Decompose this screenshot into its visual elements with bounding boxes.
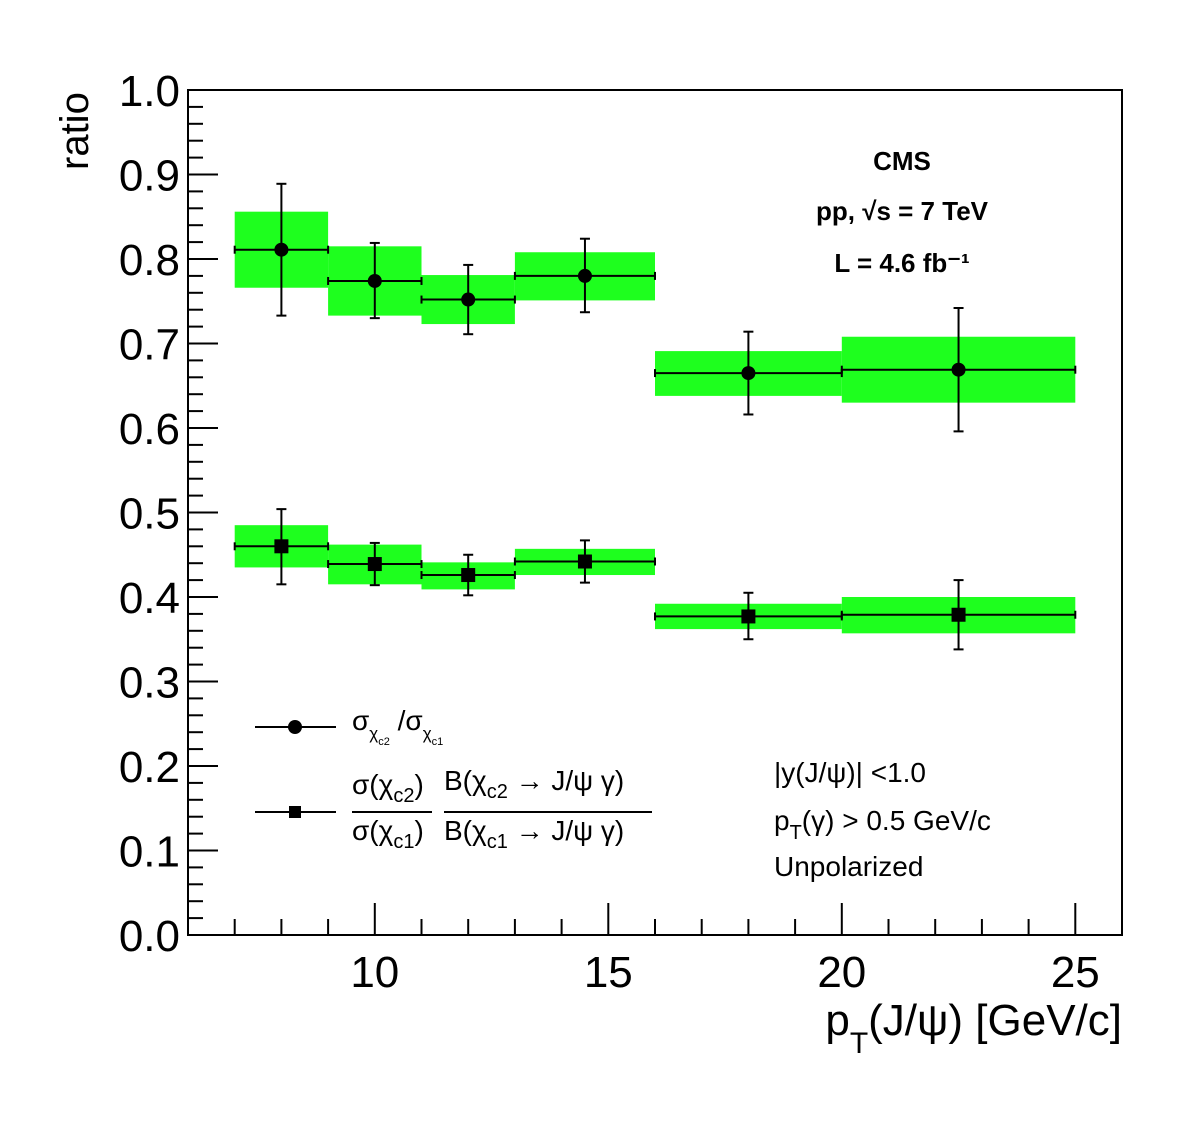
y-axis-title: ratio [53, 92, 97, 170]
legend-square-marker [289, 806, 301, 818]
marker-square [741, 609, 756, 624]
y-tick-label-10: 1.0 [119, 67, 180, 116]
legend-entry-circle: σχc2 /σχc1 [255, 705, 443, 748]
experiment-label: CMS [873, 146, 931, 176]
point-circle-2 [420, 263, 516, 336]
y-tick-label-9: 0.9 [119, 152, 180, 201]
y-tick-label-8: 0.8 [119, 236, 180, 285]
point-square-5 [840, 579, 1077, 651]
energy-label: pp, √s = 7 TeV [816, 196, 989, 226]
marker-circle [951, 362, 966, 377]
marker-circle [461, 292, 476, 307]
legend-circle-marker [288, 720, 302, 734]
y-tick-label-1: 0.1 [119, 828, 180, 877]
legend-label-br-numerator-right: B(χc2 → J/ψ γ) [444, 765, 624, 803]
marker-square [577, 554, 592, 569]
lumi-label: L = 4.6 fb⁻¹ [834, 248, 969, 278]
data-points [233, 182, 1077, 651]
marker-circle [367, 273, 382, 288]
rapidity-cut-label: |y(J/ψ)| <1.0 [774, 757, 926, 788]
marker-circle [577, 268, 592, 283]
legend-entry-square: σ(χc2) σ(χc1) B(χc2 → J/ψ γ) B(χc1 → J/ψ… [255, 765, 652, 853]
point-square-3 [513, 539, 656, 584]
y-tick-label-3: 0.3 [119, 659, 180, 708]
x-tick-label-15: 15 [584, 948, 633, 997]
x-axis-title: pT(J/ψ) [GeV/c] [825, 996, 1122, 1060]
marker-square [951, 607, 966, 622]
point-square-2 [420, 553, 516, 597]
photon-cut-label: pT(γ) > 0.5 GeV/c [774, 805, 991, 844]
point-circle-1 [327, 241, 423, 320]
y-tick-label-5: 0.5 [119, 490, 180, 539]
y-tick-label-7: 0.7 [119, 321, 180, 370]
marker-circle [741, 366, 756, 381]
marker-square [367, 557, 382, 572]
point-circle-5 [840, 307, 1077, 433]
x-tick-label-20: 20 [817, 948, 866, 997]
x-tick-label-10: 10 [350, 948, 399, 997]
y-tick-label-2: 0.2 [119, 743, 180, 792]
legend-label-br-numerator-left: σ(χc2) [352, 769, 424, 807]
y-tick-label-0: 0.0 [119, 912, 180, 961]
marker-square [274, 539, 289, 554]
point-circle-0 [233, 182, 330, 317]
legend-label-br-denominator-left: σ(χc1) [352, 815, 424, 853]
x-tick-label-25: 25 [1051, 948, 1100, 997]
axes: 10 15 20 25 0.0 0.1 0.2 0.3 0.4 0.5 0.6 0.7 0.8 0.9 1.… [119, 67, 1123, 997]
y-tick-label-6: 0.6 [119, 405, 180, 454]
y-tick-label-4: 0.4 [119, 574, 180, 623]
point-circle-4 [654, 330, 843, 416]
marker-circle [274, 242, 289, 257]
legend: σχc2 /σχc1 σ(χc2) σ(χc1) B(χc2 → J/ψ γ) … [255, 705, 652, 853]
point-square-4 [654, 591, 843, 641]
legend-label-cross-section-ratio: σχc2 /σχc1 [352, 705, 443, 748]
polarization-label: Unpolarized [774, 851, 923, 882]
marker-square [461, 568, 476, 583]
point-square-0 [233, 508, 330, 586]
point-circle-3 [513, 237, 656, 314]
legend-label-br-denominator-right: B(χc1 → J/ψ γ) [444, 815, 624, 853]
point-square-1 [327, 541, 423, 587]
